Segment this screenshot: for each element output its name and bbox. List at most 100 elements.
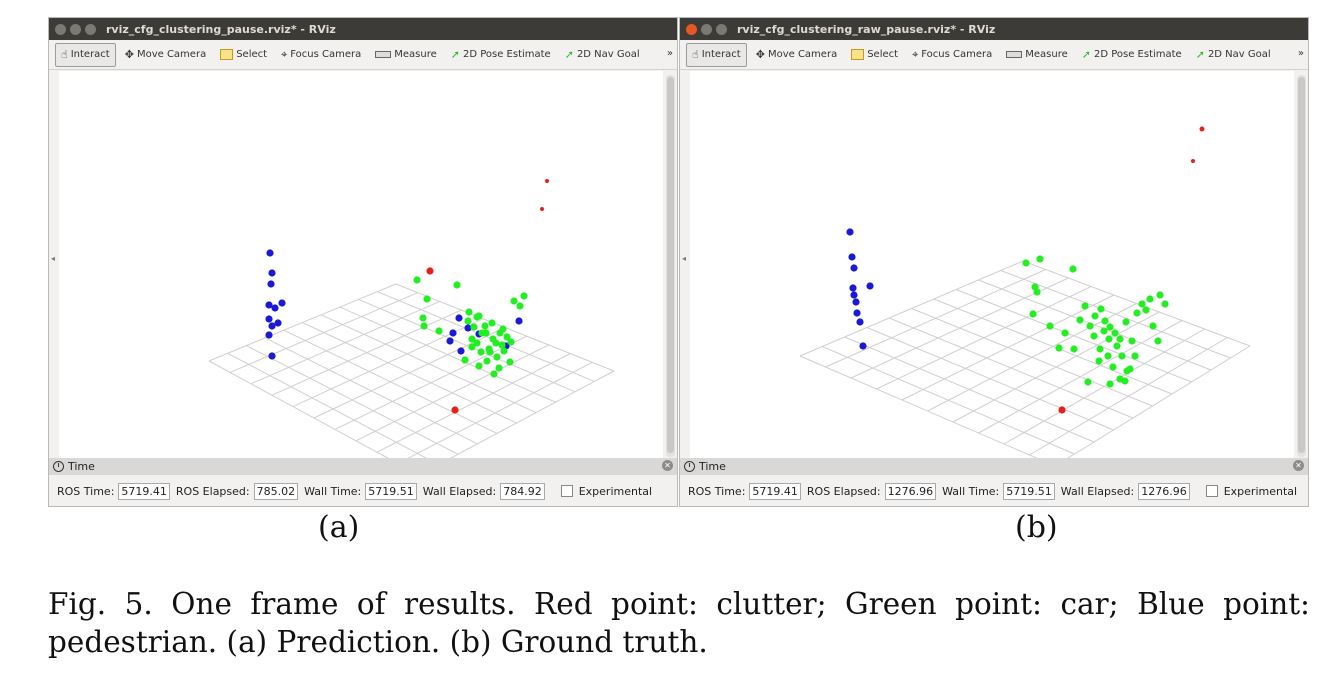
close-panel-icon[interactable]: ✕ [662,460,673,471]
pedestrian-point [265,331,273,339]
toolbar-overflow-button[interactable]: » [1297,48,1304,59]
car-point [1097,305,1105,313]
wall-elapsed-label: Wall Elapsed: [1060,484,1135,498]
car-point [1046,322,1054,330]
car-point [1061,329,1069,337]
car-point [473,313,481,321]
car-point [1118,352,1126,360]
ros-time-field[interactable]: 5719.41 [749,482,801,500]
pedestrian-point [271,304,279,312]
nav-goal-tool-button[interactable]: ➚ 2D Nav Goal [560,43,645,67]
car-point [1055,344,1063,352]
select-box-icon [851,49,865,60]
maximize-window-icon[interactable] [85,23,96,35]
pedestrian-point [856,318,864,326]
3d-viewport[interactable] [59,71,663,469]
ros-elapsed-field[interactable]: 1276.96 [884,482,937,500]
car-point [1081,302,1089,310]
car-point [1111,329,1119,337]
interact-tool-button[interactable]: ☝ Interact [55,42,116,67]
focus-camera-tool-button[interactable]: ⌖ Focus Camera [276,43,366,67]
move-camera-tool-button[interactable]: ✥ Move Camera [751,43,842,67]
pedestrian-point [266,249,274,257]
car-point [492,339,500,347]
select-tool-button[interactable]: Select [846,43,903,67]
wall-time-label: Wall Time: [942,484,1000,498]
left-dock-arrow-icon[interactable]: ◂ [51,254,56,263]
wall-time-field[interactable]: 5719.51 [1003,482,1055,500]
grid-line [227,352,439,466]
scrollbar[interactable] [666,75,675,457]
tool-label: Select [867,49,899,60]
car-point [477,348,485,356]
nav-goal-tool-button[interactable]: ➚ 2D Nav Goal [1191,43,1276,67]
grid-line [355,344,549,442]
time-panel-row: ROS Time: 5719.41 ROS Elapsed: 785.02 Wa… [49,478,677,504]
wall-elapsed-field[interactable]: 1276.96 [1138,482,1190,500]
car-point [1123,367,1131,375]
pedestrian-point [846,228,854,236]
car-point [1096,345,1104,353]
interact-tool-button[interactable]: ☝ Interact [686,42,747,67]
car-point [1142,306,1150,314]
time-panel-title: Time [699,460,726,473]
pedestrian-point [457,347,465,355]
clutter-point [426,267,434,275]
scrollbar-thumb[interactable] [667,77,674,453]
3d-viewport[interactable] [690,71,1294,469]
select-tool-button[interactable]: Select [215,43,272,67]
hand-pointer-icon: ☝ [61,48,68,61]
minimize-window-icon[interactable] [701,23,712,35]
maximize-window-icon[interactable] [716,23,727,35]
measure-tool-button[interactable]: Measure [1001,43,1073,67]
minimize-window-icon[interactable] [70,23,81,35]
close-window-icon[interactable] [686,23,697,35]
car-point [510,297,518,305]
ros-elapsed-field[interactable]: 785.02 [253,482,299,500]
pedestrian-point [849,284,857,292]
clutter-point [451,406,459,414]
select-box-icon [220,49,234,60]
pose-estimate-tool-button[interactable]: ➚ 2D Pose Estimate [1077,43,1187,67]
experimental-checkbox[interactable] [1205,485,1218,497]
car-point [516,302,524,310]
car-point [1156,291,1164,299]
car-point [503,333,511,341]
grid-line [866,327,1114,431]
grid-line [952,311,1160,423]
car-point [470,323,478,331]
title-bar: rviz_cfg_clustering_pause.rviz* - RViz [49,18,677,40]
ros-elapsed-label: ROS Elapsed: [175,484,250,498]
pose-estimate-tool-button[interactable]: ➚ 2D Pose Estimate [446,43,556,67]
pedestrian-point [859,342,867,350]
move-camera-icon: ✥ [124,48,134,61]
rviz-window-ground-truth: rviz_cfg_clustering_raw_pause.rviz* - RV… [679,17,1309,507]
toolbar: ☝ Interact ✥ Move Camera Select ⌖ Focus Cam… [680,40,1308,70]
move-camera-tool-button[interactable]: ✥ Move Camera [120,43,211,67]
ros-time-field[interactable]: 5719.41 [118,482,170,500]
point-cloud-render[interactable] [690,71,1294,469]
experimental-checkbox[interactable] [560,485,573,497]
left-dock-arrow-icon[interactable]: ◂ [682,254,687,263]
grid-line [1054,345,1251,467]
scrollbar-thumb[interactable] [1298,77,1305,453]
ros-time-label: ROS Time: [57,484,115,498]
close-panel-icon[interactable]: ✕ [1293,460,1304,471]
car-point [1100,327,1108,335]
car-point [1116,335,1124,343]
hand-pointer-icon: ☝ [692,48,699,61]
close-window-icon[interactable] [55,23,66,35]
wall-time-field[interactable]: 5719.51 [365,482,417,500]
measure-tool-button[interactable]: Measure [370,43,442,67]
scrollbar[interactable] [1297,75,1306,457]
clutter-point [540,207,544,211]
car-point [464,317,472,325]
tool-label: 2D Pose Estimate [1093,49,1182,60]
toolbar-overflow-button[interactable]: » [666,48,673,59]
car-point [461,356,469,364]
car-point [1076,316,1084,324]
focus-camera-tool-button[interactable]: ⌖ Focus Camera [907,43,997,67]
car-point [1069,265,1077,273]
wall-elapsed-field[interactable]: 784.92 [500,482,545,500]
point-cloud-render[interactable] [59,71,663,469]
